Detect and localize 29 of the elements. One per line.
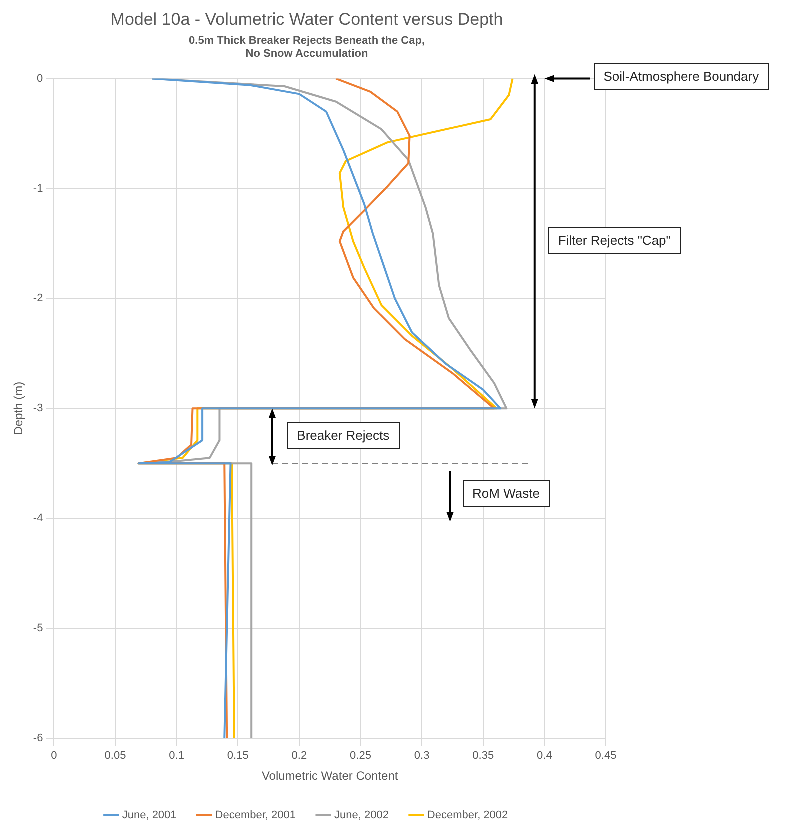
y-axis-title: Depth (m)	[12, 382, 26, 436]
x-tick-label: 0.3	[414, 750, 430, 762]
legend-label: June, 2002	[334, 810, 389, 822]
x-tick-label: 0.1	[169, 750, 184, 762]
x-tick-label: 0.25	[350, 750, 372, 762]
x-tick-label: 0.35	[472, 750, 494, 762]
x-tick-label: 0.2	[292, 750, 308, 762]
annotation: RoM Waste	[462, 480, 550, 508]
x-tick-label: 0	[51, 750, 58, 762]
chart-subtitle: 0.5m Thick Breaker Rejects Beneath the Cap, No Snow Accumulation	[189, 35, 425, 60]
y-tick-label: -3	[33, 402, 44, 415]
legend-label: December, 2001	[215, 810, 296, 822]
annotation: Breaker Rejects	[287, 422, 400, 449]
x-tick-label: 0.15	[227, 750, 249, 762]
x-tick-label: 0.45	[595, 750, 617, 762]
y-tick-label: -1	[33, 182, 44, 195]
legend-label: December, 2002	[427, 810, 508, 822]
x-axis-title: Volumetric Water Content	[262, 769, 399, 784]
legend-label: June, 2001	[122, 810, 177, 822]
annotation: Filter Rejects "Cap"	[548, 227, 681, 254]
annotation: Soil-Atmosphere Boundary	[594, 62, 770, 90]
y-tick-label: -4	[33, 512, 44, 525]
chart-title: Model 10a - Volumetric Water Content versus Depth	[110, 10, 504, 29]
x-tick-label: 0.05	[104, 750, 126, 762]
y-tick-label: -2	[33, 292, 44, 305]
y-tick-label: 0	[37, 72, 44, 85]
y-tick-label: -5	[33, 622, 44, 634]
y-tick-label: -6	[33, 732, 44, 744]
x-tick-label: 0.4	[537, 750, 552, 762]
